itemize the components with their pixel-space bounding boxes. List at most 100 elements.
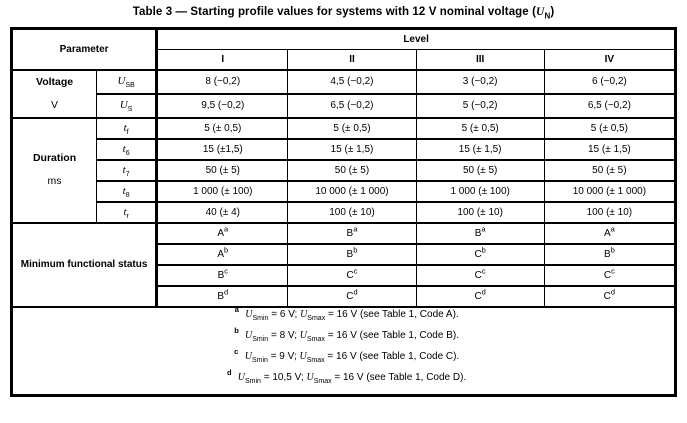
status-value: C — [346, 269, 354, 281]
symbol-tr: t — [123, 205, 127, 218]
header-level-III: III — [415, 49, 545, 71]
value-cell: 6 (−0,2) — [543, 68, 677, 95]
value-cell: 5 (± 0,5) — [155, 116, 289, 140]
value-cell: 100 (± 10) — [543, 200, 677, 224]
footnote-text: = 9 V; — [267, 350, 300, 362]
status-footnote-ref: c — [224, 266, 228, 276]
status-value: C — [603, 269, 612, 281]
voltage-group-label: Voltage — [35, 75, 74, 88]
status-value: A — [603, 227, 611, 239]
footnote-symbol: U — [300, 308, 308, 320]
status-value: C — [474, 269, 482, 281]
footnote-symbol: U — [244, 350, 252, 362]
symbol-t7-cell: t7 — [96, 158, 158, 182]
footnote-a: a USmin = 6 V; USmax = 16 V (see Table 1,… — [234, 306, 459, 322]
symbol-t8-cell: t8 — [96, 179, 158, 203]
value-cell: 15 (± 1,5) — [543, 137, 677, 161]
footnote-symbol-sub: Smax — [313, 377, 332, 385]
value-cell: 15 (± 1,5) — [415, 137, 545, 161]
footnote-text: = 16 V (see Table 1, Code C). — [324, 350, 460, 362]
status-footnote-ref: c — [353, 266, 358, 276]
footnote-symbol: U — [237, 371, 245, 383]
header-parameter: Parameter — [10, 27, 158, 71]
status-cell: Cc — [287, 263, 417, 287]
symbol-tf-sub: f — [126, 128, 129, 136]
value-cell: 100 (± 10) — [287, 200, 417, 224]
status-value: C — [603, 290, 611, 302]
footnote-text: = 10,5 V; — [260, 371, 307, 383]
value-cell: 10 000 (± 1 000) — [287, 179, 417, 203]
symbol-t7: t — [122, 163, 126, 176]
footnote-symbol-sub: Smax — [307, 314, 326, 322]
footnote-b: b USmin = 8 V; USmax = 16 V (see Table 1,… — [234, 326, 459, 343]
value-cell: 15 (±1,5) — [155, 137, 289, 161]
footnote-text: = 16 V (see Table 1, Code D). — [331, 371, 467, 383]
status-footnote-ref: a — [481, 224, 486, 234]
status-cell: Aa — [543, 221, 677, 245]
status-footnote-ref: b — [224, 245, 229, 255]
status-cell: Cc — [415, 263, 545, 287]
status-value: B — [603, 248, 611, 260]
status-cell: Ab — [155, 242, 289, 266]
status-cell: Bd — [155, 284, 289, 308]
value-cell: 100 (± 10) — [415, 200, 545, 224]
status-cell: Cd — [415, 284, 545, 308]
value-cell: 6,5 (−0,2) — [287, 92, 417, 119]
status-cell: Cd — [287, 284, 417, 308]
value-cell: 40 (± 4) — [155, 200, 289, 224]
min-functional-status-label: Minimum functional status — [10, 221, 158, 308]
symbol-usb-cell: USB — [96, 68, 158, 95]
footnote-text: = 16 V (see Table 1, Code A). — [325, 308, 459, 320]
status-value: B — [217, 269, 225, 281]
symbol-t6: t — [122, 142, 126, 155]
footnote-symbol-sub: Smin — [252, 314, 269, 322]
value-cell: 9,5 (−0,2) — [155, 92, 289, 119]
status-cell: Cd — [543, 284, 677, 308]
table-title-text: Table 3 — Starting profile values for sy… — [132, 6, 537, 18]
status-cell: Ba — [287, 221, 417, 245]
title-voltage-symbol-subscript: N — [544, 11, 551, 21]
footnote-text: = 6 V; — [268, 308, 301, 320]
duration-group-label: Duration — [32, 152, 77, 164]
value-cell: 5 (± 0,5) — [415, 116, 545, 140]
status-footnote-ref: a — [353, 224, 358, 234]
status-footnote-ref: d — [353, 287, 358, 297]
voltage-group-unit: V — [51, 98, 59, 111]
status-cell: Cc — [543, 263, 677, 287]
status-cell: Bc — [155, 263, 289, 287]
value-cell: 50 (± 5) — [287, 158, 417, 182]
voltage-group-cell: Voltage V — [10, 68, 98, 119]
value-cell: 50 (± 5) — [415, 158, 545, 182]
symbol-usb-sub: SB — [125, 82, 135, 90]
status-value: B — [346, 227, 354, 239]
symbol-tr-sub: r — [126, 212, 129, 220]
symbol-t7-sub: 7 — [125, 170, 130, 178]
header-level-IV: IV — [543, 49, 677, 71]
symbol-tf: t — [123, 121, 127, 134]
footnote-text: = 16 V (see Table 1, Code B). — [324, 329, 459, 341]
value-cell: 6,5 (−0,2) — [543, 92, 677, 119]
value-cell: 1 000 (± 100) — [155, 179, 289, 203]
symbol-t6-sub: 6 — [125, 149, 130, 157]
status-footnote-ref: c — [611, 266, 615, 276]
value-cell: 50 (± 5) — [155, 158, 289, 182]
symbol-tr-cell: tr — [96, 200, 158, 224]
header-level-II: II — [287, 49, 417, 71]
symbol-us-sub: S — [127, 106, 133, 114]
symbol-t8-sub: 8 — [125, 191, 130, 199]
symbol-usb: U — [117, 75, 126, 88]
status-footnote-ref: d — [224, 287, 229, 297]
status-value: C — [346, 290, 354, 302]
status-footnote-ref: a — [610, 224, 615, 234]
footnote-text: = 8 V; — [268, 329, 300, 341]
footnote-symbol: U — [245, 329, 253, 341]
footnote-symbol-sub: Smax — [306, 356, 325, 364]
status-footnote-ref: d — [610, 287, 616, 297]
symbol-t8: t — [122, 184, 126, 197]
value-cell: 5 (−0,2) — [415, 92, 545, 119]
status-value: B — [474, 227, 482, 239]
value-cell: 5 (± 0,5) — [287, 116, 417, 140]
value-cell: 1 000 (± 100) — [415, 179, 545, 203]
status-footnote-ref: b — [481, 245, 486, 255]
